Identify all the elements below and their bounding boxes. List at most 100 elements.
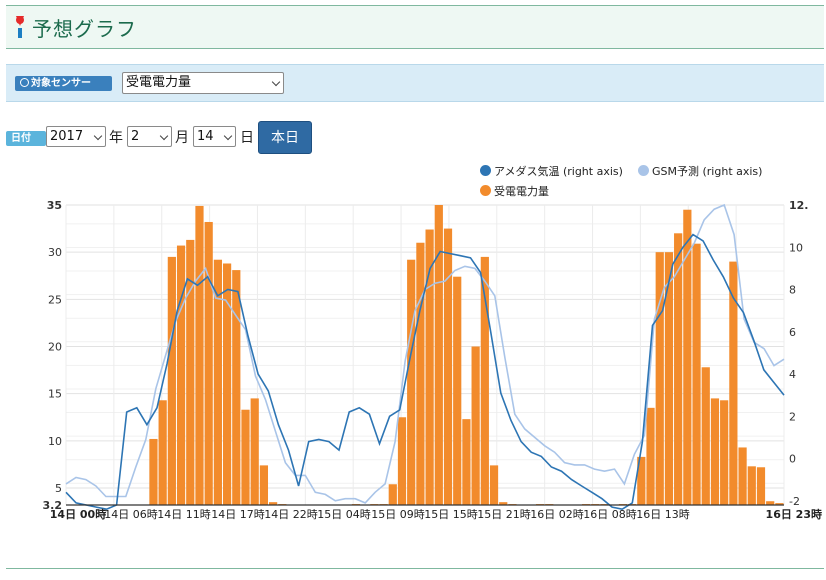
sensor-label-text: 対象センサー [31, 78, 91, 89]
x-axis-tick-label: 16日 02時 [530, 508, 584, 521]
bar [489, 465, 499, 505]
bar [683, 209, 692, 505]
bar [775, 503, 784, 505]
today-button[interactable]: 本日 [258, 121, 312, 154]
page-header: 予想グラフ [6, 5, 824, 49]
sensor-label: 対象センサー [15, 76, 112, 91]
right-axis-tick-label: 0 [789, 453, 796, 466]
legend-item-power[interactable]: 受電電力量 [480, 183, 549, 199]
search-icon [20, 78, 29, 87]
x-axis-tick-label: 14日 22時 [264, 508, 318, 521]
left-axis-tick-label: 20 [48, 341, 62, 354]
x-axis-tick-label: 14日 00時 [50, 507, 106, 521]
bar [453, 276, 462, 505]
x-axis-tick-label: 16日 13時 [636, 508, 690, 521]
bar [269, 502, 278, 505]
right-axis-tick-label: 4 [789, 368, 796, 381]
legend-label-gsm: GSM予測 (right axis) [652, 165, 763, 178]
page: 予想グラフ 対象センサー 受電電力量 日付 2017 年 2 月 14 日 本日… [6, 0, 824, 580]
x-axis-tick-label: 16日 23時 [766, 507, 822, 521]
legend-item-amedas[interactable]: アメダス気温 (right axis) [480, 163, 623, 179]
bar [416, 242, 425, 505]
x-axis-tick-label: 15日 15時 [424, 508, 478, 521]
legend-item-gsm[interactable]: GSM予測 (right axis) [638, 163, 762, 179]
year-unit: 年 [109, 130, 123, 146]
x-axis-tick-label: 14日 06時 [104, 508, 158, 521]
left-axis-tick-label: 10 [48, 435, 62, 448]
bar [176, 245, 186, 505]
bar [167, 256, 176, 505]
bar [232, 270, 241, 505]
right-axis-tick-label: 6 [789, 326, 796, 339]
bar [186, 239, 195, 506]
day-select[interactable]: 14 [193, 126, 236, 147]
bar [499, 502, 508, 505]
x-axis-tick-label: 15日 04時 [317, 508, 371, 521]
year-select[interactable]: 2017 [46, 126, 106, 147]
month-select-value: 2 [131, 129, 140, 144]
bar [637, 456, 646, 505]
bar [443, 228, 453, 505]
footer-divider [6, 568, 824, 569]
left-axis-tick-label: 25 [48, 293, 62, 306]
bar [655, 252, 664, 505]
day-select-value: 14 [197, 129, 214, 144]
legend-dot-icon [480, 185, 491, 196]
bar [213, 259, 222, 505]
month-select[interactable]: 2 [127, 126, 172, 147]
date-label: 日付 [6, 131, 46, 146]
bar [222, 263, 232, 505]
bar [158, 400, 167, 505]
chevron-down-icon [93, 131, 103, 141]
bar [149, 438, 158, 505]
bar [388, 484, 397, 505]
series-line-amedas [65, 233, 785, 511]
sensor-filter-bar: 対象センサー 受電電力量 [6, 64, 824, 102]
bar [195, 205, 204, 505]
bar [756, 467, 766, 505]
right-axis-tick-label: -2 [789, 495, 800, 508]
chevron-down-icon [159, 131, 169, 141]
left-axis-tick-label: 15 [48, 388, 62, 401]
bar [692, 243, 701, 505]
bar [674, 233, 683, 505]
chevron-down-icon [223, 131, 233, 141]
month-unit: 月 [175, 130, 189, 146]
x-axis-tick-label: 14日 17時 [211, 508, 265, 521]
x-axis-tick-label: 15日 09時 [371, 508, 425, 521]
bar [710, 398, 720, 505]
bar [397, 417, 407, 505]
right-axis-tick-label: 8 [789, 284, 796, 297]
bar [701, 367, 710, 505]
legend-label-power: 受電電力量 [494, 185, 549, 198]
x-axis-tick-label: 16日 08時 [583, 508, 637, 521]
right-axis-tick-label: 10 [789, 241, 803, 254]
left-axis-tick-label: 35 [47, 199, 62, 212]
bar [766, 501, 775, 505]
bar [425, 229, 434, 505]
bar [259, 465, 269, 505]
right-axis-tick-label: 12. [789, 199, 809, 212]
legend-label-amedas: アメダス気温 (right axis) [494, 165, 623, 178]
page-title: 予想グラフ [32, 17, 137, 41]
day-unit: 日 [240, 130, 254, 146]
legend-dot-icon [638, 165, 649, 176]
bar [250, 398, 259, 505]
bar [747, 466, 756, 505]
left-axis-tick-label: 5 [55, 482, 62, 495]
legend-dot-icon [480, 165, 491, 176]
x-axis-tick-label: 14日 11時 [157, 508, 211, 521]
bar [720, 400, 729, 505]
sensor-select[interactable]: 受電電力量 [122, 72, 284, 94]
bar [471, 346, 480, 505]
bar [462, 419, 471, 505]
left-axis-tick-label: 30 [48, 246, 62, 259]
year-select-value: 2017 [50, 129, 84, 144]
bar [241, 409, 250, 505]
bar [646, 407, 655, 505]
right-axis-tick-label: 2 [789, 410, 796, 423]
left-axis-tick-label: 3.2 [43, 499, 63, 512]
bar [204, 221, 213, 505]
bar [407, 259, 416, 505]
